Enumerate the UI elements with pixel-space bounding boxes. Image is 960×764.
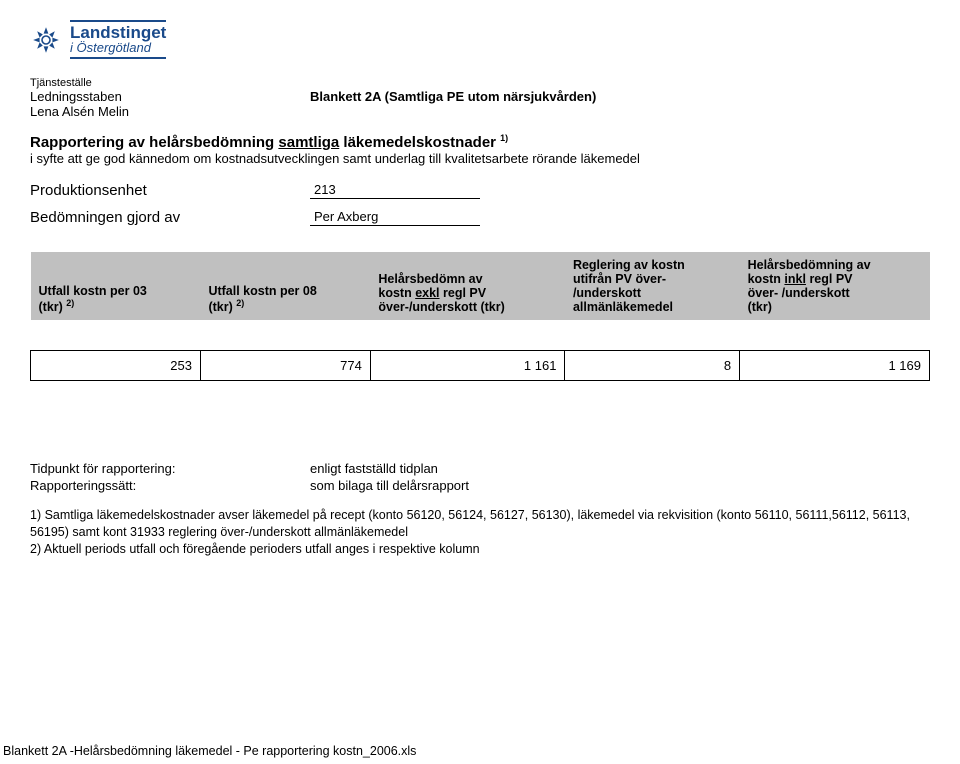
footer-filename: Blankett 2A -Helårsbedömning läkemedel -…: [3, 744, 416, 758]
table-spacer-row: [31, 320, 930, 350]
tid-label: Tidpunkt för rapportering:: [30, 461, 310, 476]
cell-4: 1 169: [740, 350, 930, 380]
title-block: Rapportering av helårsbedömning samtliga…: [30, 133, 930, 166]
table-header-row: Utfall kostn per 03 (tkr) 2) Utfall kost…: [31, 252, 930, 320]
logo-line1: Landstinget: [70, 24, 166, 41]
logo-icon: [30, 24, 62, 56]
satt-label: Rapporteringssätt:: [30, 478, 310, 493]
table-data-row: 253 774 1 161 8 1 169: [31, 350, 930, 380]
title-suffix: läkemedelskostnader: [343, 134, 496, 151]
col-header-4: Helårsbedömning av kostn inkl regl PV öv…: [740, 252, 930, 320]
tid-value: enligt fastställd tidplan: [310, 461, 438, 476]
field-produktionsenhet: Produktionsenhet 213: [30, 182, 930, 199]
bed-value: Per Axberg: [310, 209, 480, 226]
prod-value: 213: [310, 182, 480, 199]
satt-value: som bilaga till delårsrapport: [310, 478, 469, 493]
footnote-1: 1) Samtliga läkemedelskostnader avser lä…: [30, 507, 930, 541]
col-header-2: Helårsbedömn av kostn exkl regl PV över-…: [370, 252, 565, 320]
cell-3: 8: [565, 350, 740, 380]
footnote-2: 2) Aktuell periods utfall och föregående…: [30, 541, 930, 558]
prod-label: Produktionsenhet: [30, 182, 310, 199]
col-header-0: Utfall kostn per 03 (tkr) 2): [31, 252, 201, 320]
cell-0: 253: [31, 350, 201, 380]
logo-text: Landstinget i Östergötland: [70, 20, 166, 59]
title-underlined: samtliga: [278, 134, 339, 151]
col-header-3: Reglering av kostn utifrån PV över- /und…: [565, 252, 740, 320]
title-sup: 1): [500, 133, 508, 143]
subtitle: i syfte att ge god kännedom om kostnadsu…: [30, 151, 930, 166]
footnotes: 1) Samtliga läkemedelskostnader avser lä…: [30, 507, 930, 558]
bed-label: Bedömningen gjord av: [30, 209, 310, 226]
title-prefix: Rapportering av helårsbedömning: [30, 134, 274, 151]
header-author: Lena Alsén Melin: [30, 104, 930, 119]
cell-1: 774: [200, 350, 370, 380]
header-dept: Ledningsstaben: [30, 89, 310, 104]
logo-line2: i Östergötland: [70, 41, 166, 55]
logo: Landstinget i Östergötland: [30, 20, 930, 59]
col-header-1: Utfall kostn per 08 (tkr) 2): [200, 252, 370, 320]
data-table: Utfall kostn per 03 (tkr) 2) Utfall kost…: [30, 252, 930, 381]
cell-2: 1 161: [370, 350, 565, 380]
tjanstestalle-label: Tjänsteställe: [30, 77, 930, 89]
header-block: Tjänsteställe Ledningsstaben Blankett 2A…: [30, 77, 930, 119]
field-bedomningen: Bedömningen gjord av Per Axberg: [30, 209, 930, 226]
main-title: Rapportering av helårsbedömning samtliga…: [30, 133, 930, 151]
header-blankett: Blankett 2A (Samtliga PE utom närsjukvår…: [310, 89, 596, 104]
report-fields: Tidpunkt för rapportering: enligt fastst…: [30, 461, 930, 493]
